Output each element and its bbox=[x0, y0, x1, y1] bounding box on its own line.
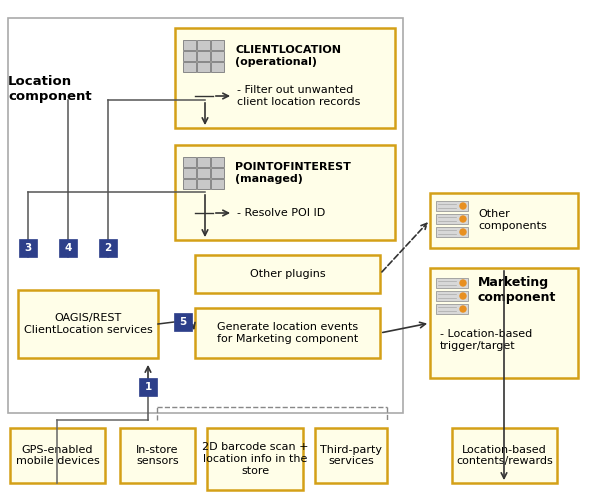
Bar bbox=[183, 168, 196, 178]
Bar bbox=[139, 378, 157, 396]
Circle shape bbox=[460, 306, 466, 312]
Text: OAGIS/REST
ClientLocation services: OAGIS/REST ClientLocation services bbox=[24, 313, 152, 335]
Text: 3: 3 bbox=[25, 243, 32, 253]
Bar bbox=[195, 255, 380, 293]
Bar bbox=[436, 214, 468, 224]
Bar bbox=[207, 428, 303, 490]
Bar bbox=[183, 51, 196, 61]
Bar bbox=[197, 179, 210, 189]
Text: Generate location events
for Marketing component: Generate location events for Marketing c… bbox=[217, 322, 358, 344]
Bar bbox=[10, 428, 105, 483]
Text: POINTOFINTEREST
(managed): POINTOFINTEREST (managed) bbox=[235, 162, 351, 184]
Text: Marketing
component: Marketing component bbox=[478, 276, 556, 304]
Text: Third-party
services: Third-party services bbox=[320, 445, 382, 466]
Circle shape bbox=[460, 293, 466, 299]
Bar bbox=[436, 227, 468, 237]
Bar bbox=[211, 179, 224, 189]
Bar bbox=[120, 428, 195, 483]
Bar bbox=[197, 62, 210, 72]
Bar bbox=[315, 428, 387, 483]
Bar bbox=[436, 201, 468, 211]
Bar bbox=[99, 239, 117, 257]
Text: GPS-enabled
mobile devices: GPS-enabled mobile devices bbox=[16, 445, 99, 466]
Bar bbox=[197, 40, 210, 50]
Bar bbox=[436, 291, 468, 301]
Bar bbox=[436, 304, 468, 314]
Text: - Location-based
trigger/target: - Location-based trigger/target bbox=[440, 329, 532, 351]
Bar bbox=[211, 40, 224, 50]
Circle shape bbox=[460, 216, 466, 222]
Bar bbox=[183, 157, 196, 167]
Bar bbox=[18, 290, 158, 358]
Text: 2D barcode scan +
location info in the
store: 2D barcode scan + location info in the s… bbox=[202, 443, 308, 476]
Text: In-store
sensors: In-store sensors bbox=[136, 445, 179, 466]
Bar bbox=[19, 239, 37, 257]
Bar bbox=[430, 193, 578, 248]
Bar bbox=[183, 179, 196, 189]
Text: Location-based
contents/rewards: Location-based contents/rewards bbox=[456, 445, 553, 466]
Bar bbox=[175, 28, 395, 128]
Bar bbox=[8, 18, 403, 413]
Bar bbox=[452, 428, 557, 483]
Circle shape bbox=[460, 203, 466, 209]
Bar bbox=[211, 51, 224, 61]
Bar bbox=[430, 268, 578, 378]
Bar bbox=[183, 62, 196, 72]
Text: Other plugins: Other plugins bbox=[250, 269, 325, 279]
Text: 1: 1 bbox=[144, 382, 152, 392]
Circle shape bbox=[460, 229, 466, 235]
Bar bbox=[436, 278, 468, 288]
Text: 5: 5 bbox=[179, 317, 187, 327]
Text: - Filter out unwanted
client location records: - Filter out unwanted client location re… bbox=[237, 85, 361, 107]
Bar bbox=[197, 157, 210, 167]
Bar bbox=[183, 40, 196, 50]
Text: CLIENTLOCATION
(operational): CLIENTLOCATION (operational) bbox=[235, 45, 341, 67]
Bar bbox=[211, 62, 224, 72]
Bar bbox=[211, 168, 224, 178]
Text: Location
component: Location component bbox=[8, 75, 91, 103]
Text: Other
components: Other components bbox=[478, 209, 547, 231]
Text: 4: 4 bbox=[65, 243, 72, 253]
Bar bbox=[175, 145, 395, 240]
Text: 2: 2 bbox=[105, 243, 112, 253]
Bar bbox=[211, 157, 224, 167]
Text: - Resolve POI ID: - Resolve POI ID bbox=[237, 208, 325, 218]
Bar bbox=[174, 313, 192, 331]
Circle shape bbox=[460, 280, 466, 286]
Bar bbox=[197, 51, 210, 61]
Bar bbox=[59, 239, 77, 257]
Bar bbox=[195, 308, 380, 358]
Bar bbox=[197, 168, 210, 178]
